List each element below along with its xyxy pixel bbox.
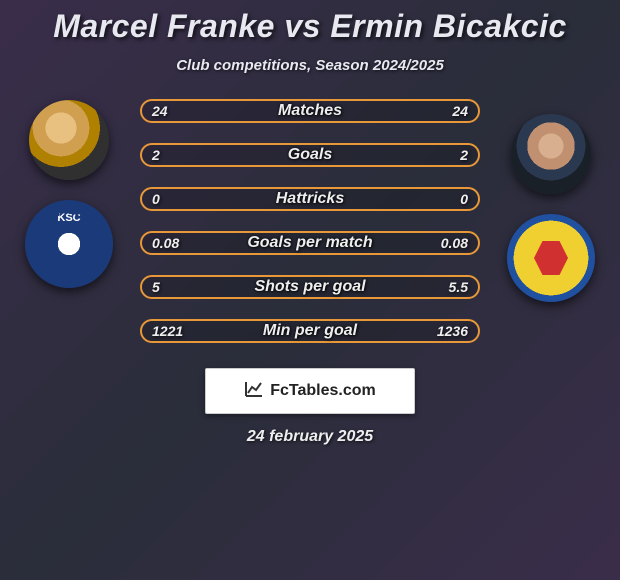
player2-avatar (511, 114, 591, 194)
stat-label: Hattricks (140, 184, 480, 214)
club1-logo (25, 200, 113, 288)
stat-label: Min per goal (140, 316, 480, 346)
page-title: Marcel Franke vs Ermin Bicakcic (0, 8, 620, 45)
stat-value-right: 24 (452, 96, 468, 126)
chart-icon (244, 380, 264, 403)
stat-label: Goals per match (140, 228, 480, 258)
stats-table: 24 Matches 24 2 Goals 2 0 Hattricks 0 0.… (140, 96, 480, 346)
stat-value-right: 0 (460, 184, 468, 214)
stat-row: 2 Goals 2 (140, 140, 480, 170)
stat-value-right: 0.08 (441, 228, 468, 258)
left-side (14, 96, 124, 288)
stat-value-right: 2 (460, 140, 468, 170)
stat-value-right: 1236 (437, 316, 468, 346)
stat-row: 5 Shots per goal 5.5 (140, 272, 480, 302)
stat-row: 24 Matches 24 (140, 96, 480, 126)
stat-row: 0.08 Goals per match 0.08 (140, 228, 480, 258)
club2-logo (507, 214, 595, 302)
stat-label: Goals (140, 140, 480, 170)
player1-avatar (29, 100, 109, 180)
stat-value-right: 5.5 (449, 272, 468, 302)
stat-row: 1221 Min per goal 1236 (140, 316, 480, 346)
source-label: FcTables.com (270, 382, 376, 400)
comparison-card: Marcel Franke vs Ermin Bicakcic Club com… (0, 0, 620, 580)
right-side (496, 96, 606, 302)
stat-label: Matches (140, 96, 480, 126)
date-label: 24 february 2025 (0, 428, 620, 446)
stat-row: 0 Hattricks 0 (140, 184, 480, 214)
content-row: 24 Matches 24 2 Goals 2 0 Hattricks 0 0.… (0, 96, 620, 346)
subtitle: Club competitions, Season 2024/2025 (0, 57, 620, 74)
source-link[interactable]: FcTables.com (205, 368, 415, 414)
stat-label: Shots per goal (140, 272, 480, 302)
